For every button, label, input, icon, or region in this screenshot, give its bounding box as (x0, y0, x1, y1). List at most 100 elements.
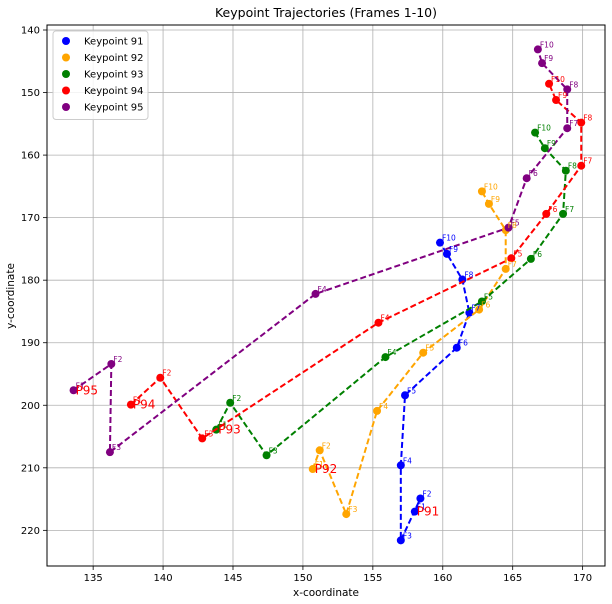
frame-label: F5 (513, 249, 522, 258)
frame-label: F8 (583, 114, 592, 123)
data-point (563, 124, 572, 133)
frame-label: F3 (403, 531, 412, 540)
series-line (399, 242, 471, 541)
frame-label: F1 (417, 503, 426, 512)
y-tick-label: 140 (21, 26, 40, 37)
data-point (419, 348, 428, 357)
data-point (577, 161, 586, 170)
x-tick-label: 155 (363, 573, 382, 584)
frame-label: F6 (548, 205, 557, 214)
data-point (475, 305, 484, 314)
data-point (374, 318, 383, 327)
frame-label: F10 (551, 75, 565, 84)
data-point (484, 199, 493, 208)
data-point (105, 448, 114, 457)
data-point (198, 434, 207, 443)
frame-label: F7 (583, 157, 592, 166)
y-tick-label: 180 (21, 276, 40, 287)
data-point (559, 209, 568, 218)
y-tick-label: 170 (21, 213, 40, 224)
x-tick-label: 165 (503, 573, 522, 584)
data-point (410, 507, 419, 516)
data-point (526, 254, 535, 263)
data-point (522, 174, 531, 183)
data-point (452, 343, 461, 352)
frame-label: F9 (491, 195, 500, 204)
data-point (401, 391, 410, 400)
data-point (531, 128, 540, 137)
plot-area-frame (46, 24, 606, 567)
data-point (563, 85, 572, 94)
frame-label: F2 (322, 441, 331, 450)
frame-label: F2 (162, 369, 171, 378)
frame-label: F8 (568, 162, 577, 171)
y-tick-label: 200 (21, 401, 40, 412)
data-point (577, 118, 586, 127)
frame-label: F4 (387, 348, 396, 357)
data-point (501, 264, 510, 273)
frame-label: F2 (232, 394, 241, 403)
frame-label: F3 (269, 446, 278, 455)
keypoint-end-label: P92 (315, 462, 338, 476)
data-point (396, 461, 405, 470)
frame-label: F1 (76, 381, 85, 390)
frame-label: F8 (508, 221, 517, 230)
series-keypoint-94 (126, 79, 586, 443)
y-tick-label: 190 (21, 338, 40, 349)
data-point (308, 465, 317, 474)
y-tick-label: 220 (21, 526, 40, 537)
frame-label: F6 (459, 339, 468, 348)
data-point (107, 359, 116, 368)
frame-label: F9 (558, 91, 567, 100)
frame-label: F4 (380, 314, 389, 323)
data-point (533, 45, 542, 54)
frame-label: F10 (540, 40, 554, 49)
data-point (561, 166, 570, 175)
data-point (416, 494, 425, 503)
data-point (442, 249, 451, 258)
frame-label: F1 (315, 460, 324, 469)
data-point (315, 446, 324, 455)
legend-entry-label: Keypoint 91 (84, 37, 144, 48)
frame-label: F5 (511, 219, 520, 228)
frame-label: F10 (484, 182, 498, 191)
series-keypoint-93 (212, 128, 570, 460)
data-point (381, 353, 390, 362)
x-axis-label: x-coordinate (293, 587, 359, 599)
data-point (373, 406, 382, 415)
frame-label: F4 (403, 456, 412, 465)
frame-label: F7 (471, 304, 480, 313)
x-tick-label: 145 (223, 573, 242, 584)
frame-label: F5 (425, 344, 434, 353)
frame-label: F8 (569, 80, 578, 89)
frame-label: F10 (537, 124, 551, 133)
frame-label: F7 (508, 260, 517, 269)
frame-label: F1 (218, 421, 227, 430)
frame-label: F6 (529, 169, 538, 178)
data-point (542, 209, 551, 218)
axis-ticks: 135 140 145 150 155 160 165 170 140 150 160 170 180 1… (21, 26, 592, 584)
legend-marker (62, 70, 70, 78)
x-tick-label: 160 (433, 573, 452, 584)
series-line (72, 49, 569, 455)
data-point (156, 373, 165, 382)
frame-label: F9 (449, 245, 458, 254)
frame-label: F4 (318, 285, 327, 294)
series-keypoint-91 (396, 238, 474, 545)
data-point (126, 400, 135, 409)
series-line (311, 190, 507, 518)
frame-label: F5 (484, 292, 493, 301)
x-tick-label: 170 (573, 573, 592, 584)
data-point (69, 386, 78, 395)
frame-label: F3 (348, 505, 357, 514)
series-line (215, 132, 567, 457)
legend-entry-label: Keypoint 95 (84, 103, 144, 114)
legend-marker (62, 37, 70, 45)
keypoint-end-label: P94 (133, 398, 156, 412)
y-tick-label: 210 (21, 463, 40, 474)
frame-label: F10 (442, 234, 456, 243)
data-point (540, 144, 549, 153)
frame-label: F6 (533, 250, 542, 259)
y-axis-label: y-coordinate (5, 263, 17, 329)
